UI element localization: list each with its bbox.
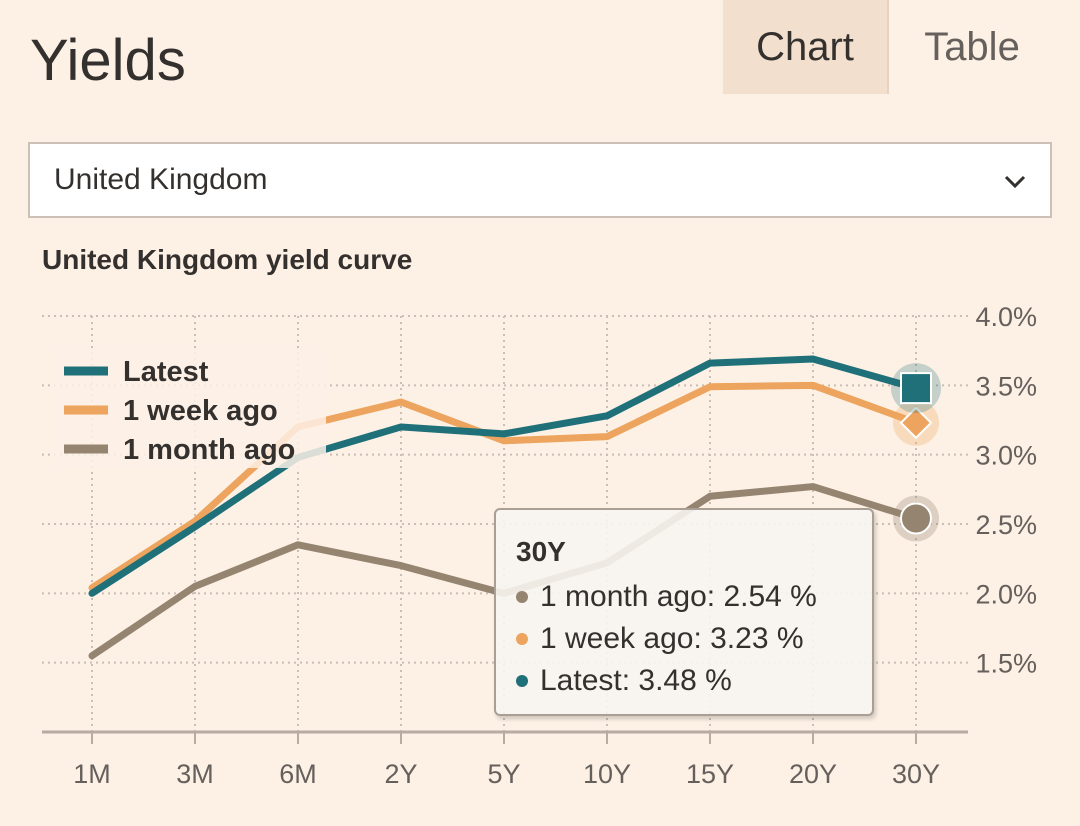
legend-label: 1 month ago [123,434,295,466]
country-select-value: United Kingdom [54,163,268,196]
legend-label: 1 week ago [123,395,278,427]
x-tick-label: 3M [176,759,214,789]
view-tabs: Chart Table [723,0,1055,94]
chart-title: United Kingdom yield curve [42,244,413,275]
y-tick-label: 4.0% [975,302,1037,332]
series-line-latest [88,355,920,597]
tooltip-row-label: 1 month ago: 2.54 % [540,580,817,613]
x-tick-label: 2Y [384,759,417,789]
tooltip-row: 1 month ago: 2.54 % [516,576,872,618]
tooltip-title: 30Y [516,536,566,567]
y-tick-label: 2.0% [975,579,1037,609]
legend-label: Latest [123,356,209,388]
tooltip-row: Latest: 3.48 % [516,660,872,702]
y-tick-label: 2.5% [975,510,1037,540]
marker-latest [900,372,932,405]
tab-chart[interactable]: Chart [723,0,889,94]
tooltip-dot-icon [516,675,528,687]
tooltip-dot-icon [516,633,528,645]
x-tick-label: 30Y [892,759,940,789]
tooltip-dot-icon [516,591,528,603]
tab-table[interactable]: Table [924,24,1020,69]
series-line-1-week-ago [88,381,920,592]
tooltip-row: 1 week ago: 3.23 % [516,618,872,660]
y-tick-label: 3.5% [975,371,1037,401]
x-tick-label: 5Y [487,759,520,789]
y-tick-label: 1.5% [975,649,1037,679]
chevron-down-icon [1004,175,1026,189]
page-title: Yields [30,28,186,93]
chart-tooltip: 30Y 1 month ago: 2.54 % 1 week ago: 3.23… [494,508,874,716]
x-tick-label: 15Y [686,759,734,789]
y-tick-label: 3.0% [975,441,1037,471]
x-tick-label: 10Y [583,759,631,789]
country-select[interactable]: United Kingdom [28,142,1052,218]
tooltip-row-label: Latest: 3.48 % [540,664,732,697]
marker-1-week-ago [899,406,933,440]
x-tick-label: 1M [73,759,111,789]
marker-1-month-ago [900,502,932,535]
x-tick-label: 20Y [789,759,837,789]
x-tick-label: 6M [279,759,317,789]
tooltip-row-label: 1 week ago: 3.23 % [540,622,804,655]
